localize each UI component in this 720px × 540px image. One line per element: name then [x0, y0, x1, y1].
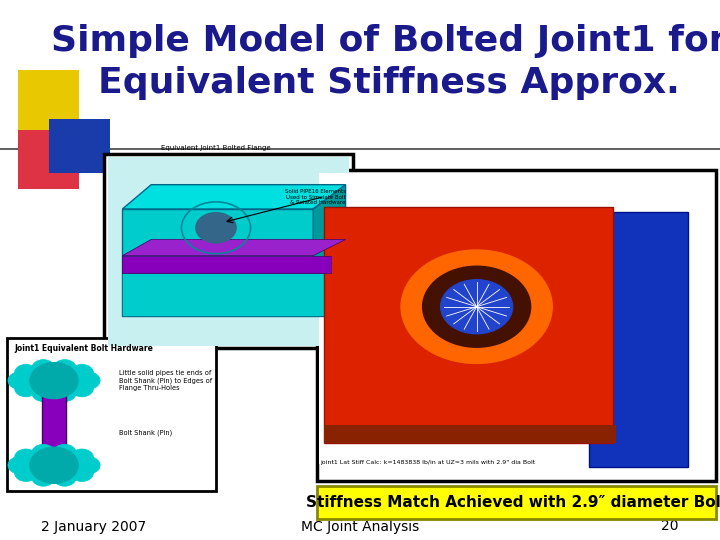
Bar — [317, 486, 716, 519]
Bar — [108, 157, 349, 346]
Circle shape — [77, 457, 100, 474]
Bar — [324, 424, 616, 443]
Circle shape — [71, 464, 94, 482]
Text: Simple Model of Bolted Joint1 for
Equivalent Stiffness Approx.: Simple Model of Bolted Joint1 for Equiva… — [51, 24, 720, 100]
Circle shape — [14, 364, 37, 382]
Text: Stiffness Match Achieved with 2.9″ diameter Bolt: Stiffness Match Achieved with 2.9″ diame… — [305, 495, 720, 510]
Text: Solid PIPE16 Elements
Used to Simulate Bolt
& Related Hardware: Solid PIPE16 Elements Used to Simulate B… — [284, 189, 346, 206]
Text: Joint1 Equivalent Bolt Hardware: Joint1 Equivalent Bolt Hardware — [14, 344, 153, 353]
Circle shape — [32, 469, 55, 486]
Circle shape — [401, 250, 552, 363]
Circle shape — [53, 444, 76, 462]
Circle shape — [441, 280, 513, 334]
Bar — [317, 170, 716, 481]
Text: Bolt Shank (Pin): Bolt Shank (Pin) — [119, 430, 172, 436]
Bar — [7, 338, 216, 491]
Circle shape — [32, 384, 55, 402]
Bar — [18, 130, 79, 189]
Circle shape — [14, 380, 37, 397]
Bar — [122, 209, 331, 316]
Bar — [122, 273, 331, 316]
Circle shape — [8, 457, 31, 474]
Bar — [319, 173, 714, 464]
Circle shape — [8, 372, 31, 389]
Bar — [104, 154, 353, 348]
Circle shape — [196, 213, 236, 243]
Circle shape — [53, 384, 76, 402]
Text: joint1 Lat Stiff Calc: k=1483838 lb/in at UZ=3 mils with 2.9" dia Bolt: joint1 Lat Stiff Calc: k=1483838 lb/in a… — [320, 461, 536, 465]
Text: MC Joint Analysis: MC Joint Analysis — [301, 519, 419, 534]
Polygon shape — [313, 185, 346, 316]
Circle shape — [32, 444, 55, 462]
Circle shape — [71, 364, 94, 382]
Bar — [42, 390, 66, 455]
Text: Little solid pipes tie ends of
Bolt Shank (Pin) to Edges of
Flange Thru-Holes: Little solid pipes tie ends of Bolt Shan… — [119, 370, 212, 391]
Circle shape — [71, 449, 94, 466]
Bar — [18, 70, 79, 130]
Polygon shape — [122, 239, 346, 255]
Text: Equivalent Joint1 Bolted Flange: Equivalent Joint1 Bolted Flange — [161, 145, 271, 151]
Bar — [588, 212, 688, 467]
Polygon shape — [324, 207, 613, 443]
Circle shape — [53, 469, 76, 486]
Bar — [122, 255, 331, 273]
Polygon shape — [122, 185, 346, 209]
Circle shape — [423, 266, 531, 347]
Circle shape — [30, 447, 78, 483]
Circle shape — [77, 372, 100, 389]
Circle shape — [30, 362, 78, 399]
Circle shape — [14, 449, 37, 466]
Circle shape — [32, 360, 55, 377]
Text: 2 January 2007: 2 January 2007 — [41, 519, 146, 534]
Text: 20: 20 — [661, 519, 678, 534]
Bar — [49, 119, 110, 173]
Circle shape — [71, 380, 94, 397]
Circle shape — [14, 464, 37, 482]
Circle shape — [53, 360, 76, 377]
